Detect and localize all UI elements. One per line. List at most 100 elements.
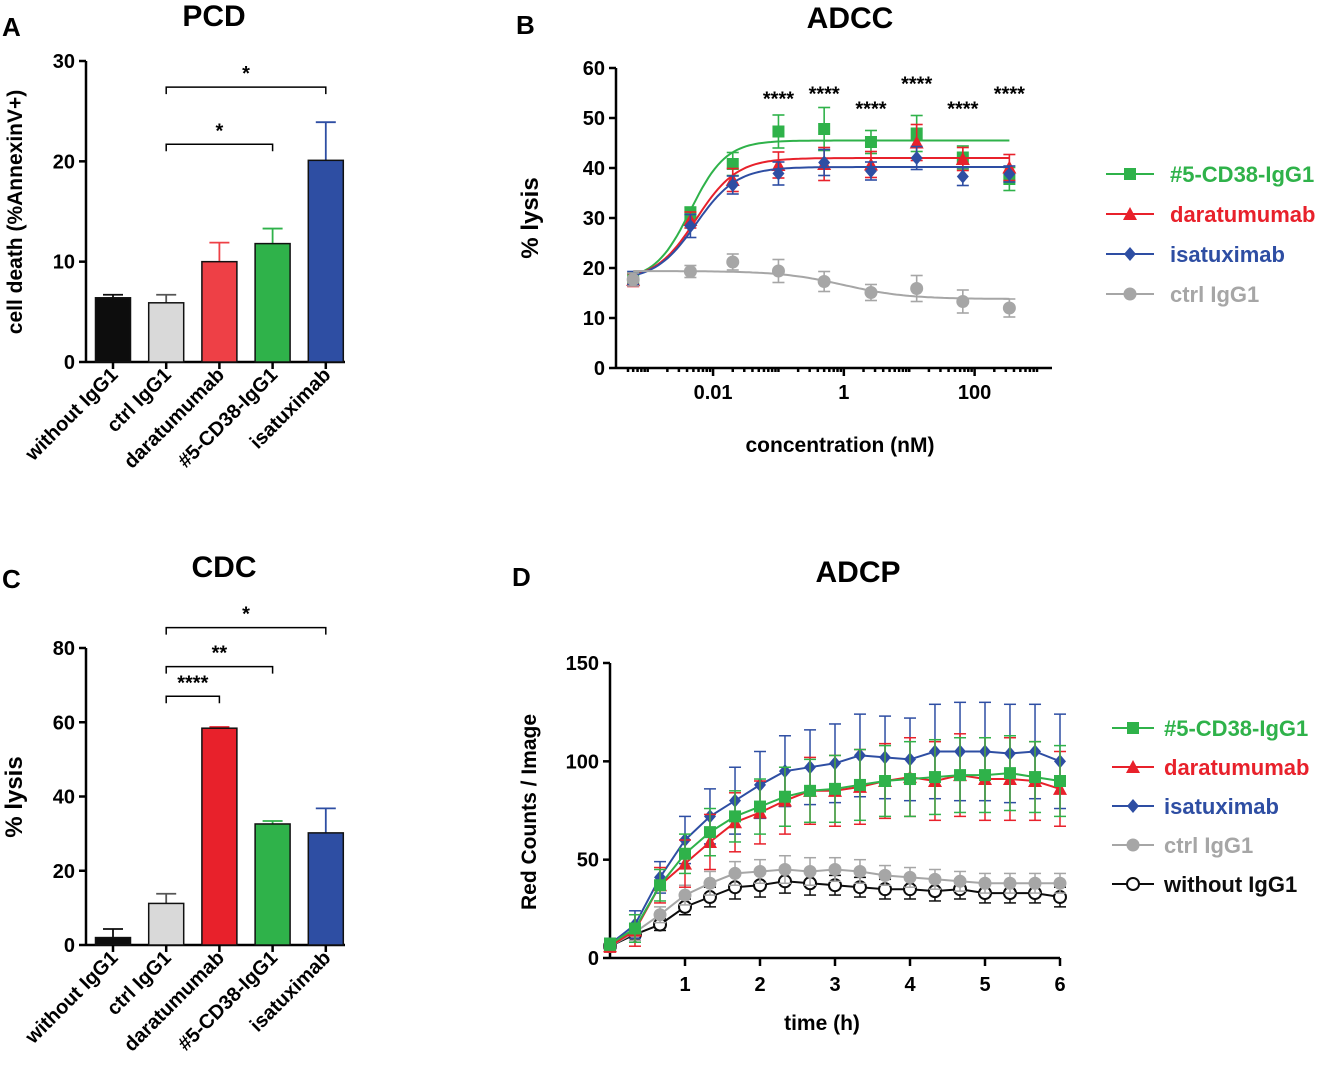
data-point	[910, 282, 924, 295]
legend-marker	[1126, 838, 1140, 852]
panel-d-title: ADCP	[815, 556, 900, 589]
data-point	[753, 864, 767, 878]
data-point	[778, 790, 791, 803]
legend-marker	[1123, 287, 1137, 301]
data-point	[1053, 876, 1067, 890]
bar-ctrl-igg1	[147, 902, 185, 946]
panel-d-y-axis-label: Red Counts / Image	[518, 714, 541, 910]
significance-label: *	[242, 604, 250, 626]
bar-5-cd38-igg1	[254, 823, 291, 946]
data-point	[864, 136, 877, 148]
y-tick-label: 30	[583, 208, 605, 230]
legend-item-isatuximab: isatuximab	[1106, 242, 1285, 267]
fit-curve-isatuximab	[632, 166, 1010, 277]
y-tick-label: 20	[53, 151, 75, 173]
series-ctrl-igg1	[626, 253, 1016, 318]
panel-b-adcc-line-chart: ADCC % lysis concentration (nM) 0 10 20 30 4…	[517, 2, 1315, 457]
data-point	[778, 863, 792, 876]
y-tick-label: 10	[53, 252, 75, 274]
data-point	[683, 265, 697, 278]
y-tick-label: 150	[566, 653, 599, 675]
y-tick-label: 20	[583, 258, 605, 280]
legend-marker	[1124, 168, 1136, 180]
data-point	[904, 773, 916, 786]
y-tick-label: 40	[53, 787, 75, 809]
legend-marker	[1127, 799, 1139, 813]
y-tick-label: 80	[53, 638, 75, 660]
data-point	[864, 164, 877, 178]
legend-item-ctrl-igg1: ctrl IgG1	[1112, 833, 1253, 858]
bar-isatuximab	[307, 832, 345, 946]
data-point	[955, 152, 970, 165]
data-point	[954, 769, 967, 782]
significance-label: ****	[177, 672, 208, 694]
data-point	[817, 275, 831, 288]
significance-label: *	[242, 63, 250, 85]
bar-isatuximab	[307, 159, 345, 363]
data-point	[818, 155, 831, 170]
legend-item-daratumumab: daratumumab	[1112, 755, 1309, 780]
legend-label: ctrl IgG1	[1170, 282, 1259, 307]
legend-marker	[1127, 722, 1139, 734]
y-tick-label: 0	[594, 358, 605, 380]
series-5-cd38-igg1	[604, 735, 1066, 951]
y-tick-label: 40	[583, 158, 605, 180]
significance-label: **	[212, 643, 228, 665]
panel-d-adcp-line-chart: ADCP Red Counts / Image time (h) 0 50 100 1…	[518, 556, 1309, 1035]
y-tick-label: 0	[64, 935, 75, 957]
significance-label: ****	[763, 89, 794, 111]
data-point	[853, 864, 867, 878]
panel-a-y-axis-label: cell death (%AnnexinV+)	[4, 90, 27, 334]
data-point	[679, 847, 691, 860]
significance-label: ****	[855, 99, 886, 121]
legend-marker	[1126, 760, 1140, 773]
y-tick-label: 0	[64, 352, 75, 374]
legend-marker	[1124, 247, 1136, 261]
data-point	[1003, 167, 1016, 181]
data-point	[703, 826, 716, 839]
data-point	[626, 273, 640, 286]
data-point	[726, 158, 739, 170]
legend-label: #5-CD38-IgG1	[1170, 162, 1314, 187]
panel-a-title: PCD	[182, 0, 245, 33]
legend-item-5-cd38-igg1: #5-CD38-IgG1	[1112, 716, 1308, 741]
y-tick-label: 20	[53, 861, 75, 883]
data-point	[729, 810, 742, 823]
bar-without-igg1	[94, 936, 132, 946]
bar-ctrl-igg1	[147, 302, 185, 363]
significance-bracket	[165, 665, 274, 674]
x-tick-label: 0.01	[694, 382, 733, 404]
x-tick-label-without-igg1: without IgG1	[21, 364, 123, 466]
legend-marker	[1126, 877, 1140, 891]
legend-item-5-cd38-igg1: #5-CD38-IgG1	[1106, 162, 1314, 187]
legend-label: isatuximab	[1170, 242, 1285, 267]
data-point	[678, 888, 692, 902]
x-tick-label: 100	[958, 382, 991, 404]
bar-daratumumab	[201, 260, 238, 363]
y-tick-label: 60	[53, 712, 75, 734]
data-point	[1002, 301, 1016, 315]
significance-bracket	[165, 626, 327, 635]
legend-marker	[1123, 207, 1137, 220]
data-point	[978, 876, 992, 890]
data-point	[853, 778, 866, 791]
data-point	[604, 938, 616, 951]
data-point	[654, 879, 667, 892]
panel-d-x-axis-label: time (h)	[784, 1012, 860, 1035]
data-point	[1029, 771, 1042, 784]
y-tick-label: 50	[583, 108, 605, 130]
significance-label: *	[216, 120, 224, 142]
data-point	[703, 876, 717, 890]
data-point	[653, 908, 667, 922]
data-point	[684, 219, 697, 233]
data-point	[864, 286, 878, 299]
x-tick-label: 5	[979, 974, 990, 996]
data-point	[772, 166, 785, 181]
series-5-cd38-igg1	[627, 106, 1016, 287]
data-point	[828, 863, 842, 876]
panel-letter-a: A	[2, 12, 21, 42]
panel-a-pcd-bar-chart: PCD cell death (%AnnexinV+) 0 10 20 30 witho…	[4, 0, 345, 473]
legend-item-isatuximab: isatuximab	[1112, 794, 1279, 819]
data-point	[1028, 876, 1042, 890]
data-point	[803, 864, 817, 878]
